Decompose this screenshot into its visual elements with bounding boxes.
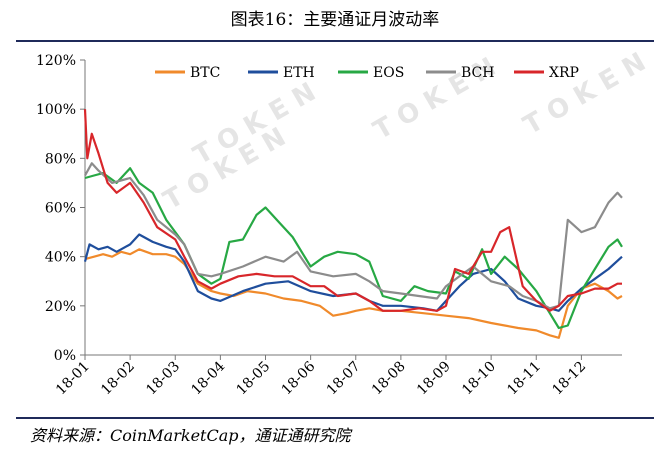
x-tick-label: 18-04 <box>188 358 228 398</box>
x-tick-label: 18-03 <box>143 359 183 399</box>
svg-text:T O K E N: T O K E N <box>519 47 652 141</box>
legend-label: BCH <box>461 65 494 81</box>
x-tick-label: 18-06 <box>279 358 319 398</box>
x-tick-label: 18-11 <box>504 359 544 399</box>
x-tick-label: 18-02 <box>98 359 138 399</box>
chart-title: 图表16：主要通证月波动率 <box>230 10 440 30</box>
x-tick-label: 18-07 <box>324 359 364 399</box>
x-tick-label: 18-09 <box>414 359 454 399</box>
footer-rule <box>16 417 654 419</box>
x-tick-label: 18-05 <box>233 359 273 399</box>
legend-label: EOS <box>373 65 404 81</box>
y-tick-label: 40% <box>45 250 76 266</box>
x-tick-label: 18-01 <box>53 359 93 399</box>
y-tick-label: 100% <box>36 102 76 118</box>
line-chart: T O K E N T O K E N T O K E N T O K E N … <box>36 47 652 399</box>
legend-label: XRP <box>549 65 579 81</box>
x-tick-label: 18-08 <box>369 359 409 399</box>
source-note: 资料来源：CoinMarketCap，通证通研究院 <box>30 426 351 445</box>
y-tick-label: 0% <box>54 348 76 364</box>
legend-label: ETH <box>283 65 315 81</box>
y-tick-label: 120% <box>36 53 76 69</box>
y-tick-label: 60% <box>45 201 76 217</box>
series-line-xrp <box>83 109 622 312</box>
title-rule <box>16 40 654 42</box>
x-tick-label: 18-12 <box>549 359 589 399</box>
y-tick-label: 80% <box>45 151 76 167</box>
series-line-btc <box>84 248 623 339</box>
y-tick-label: 20% <box>45 299 76 315</box>
legend-label: BTC <box>190 65 220 81</box>
x-tick-label: 18-10 <box>459 359 499 399</box>
